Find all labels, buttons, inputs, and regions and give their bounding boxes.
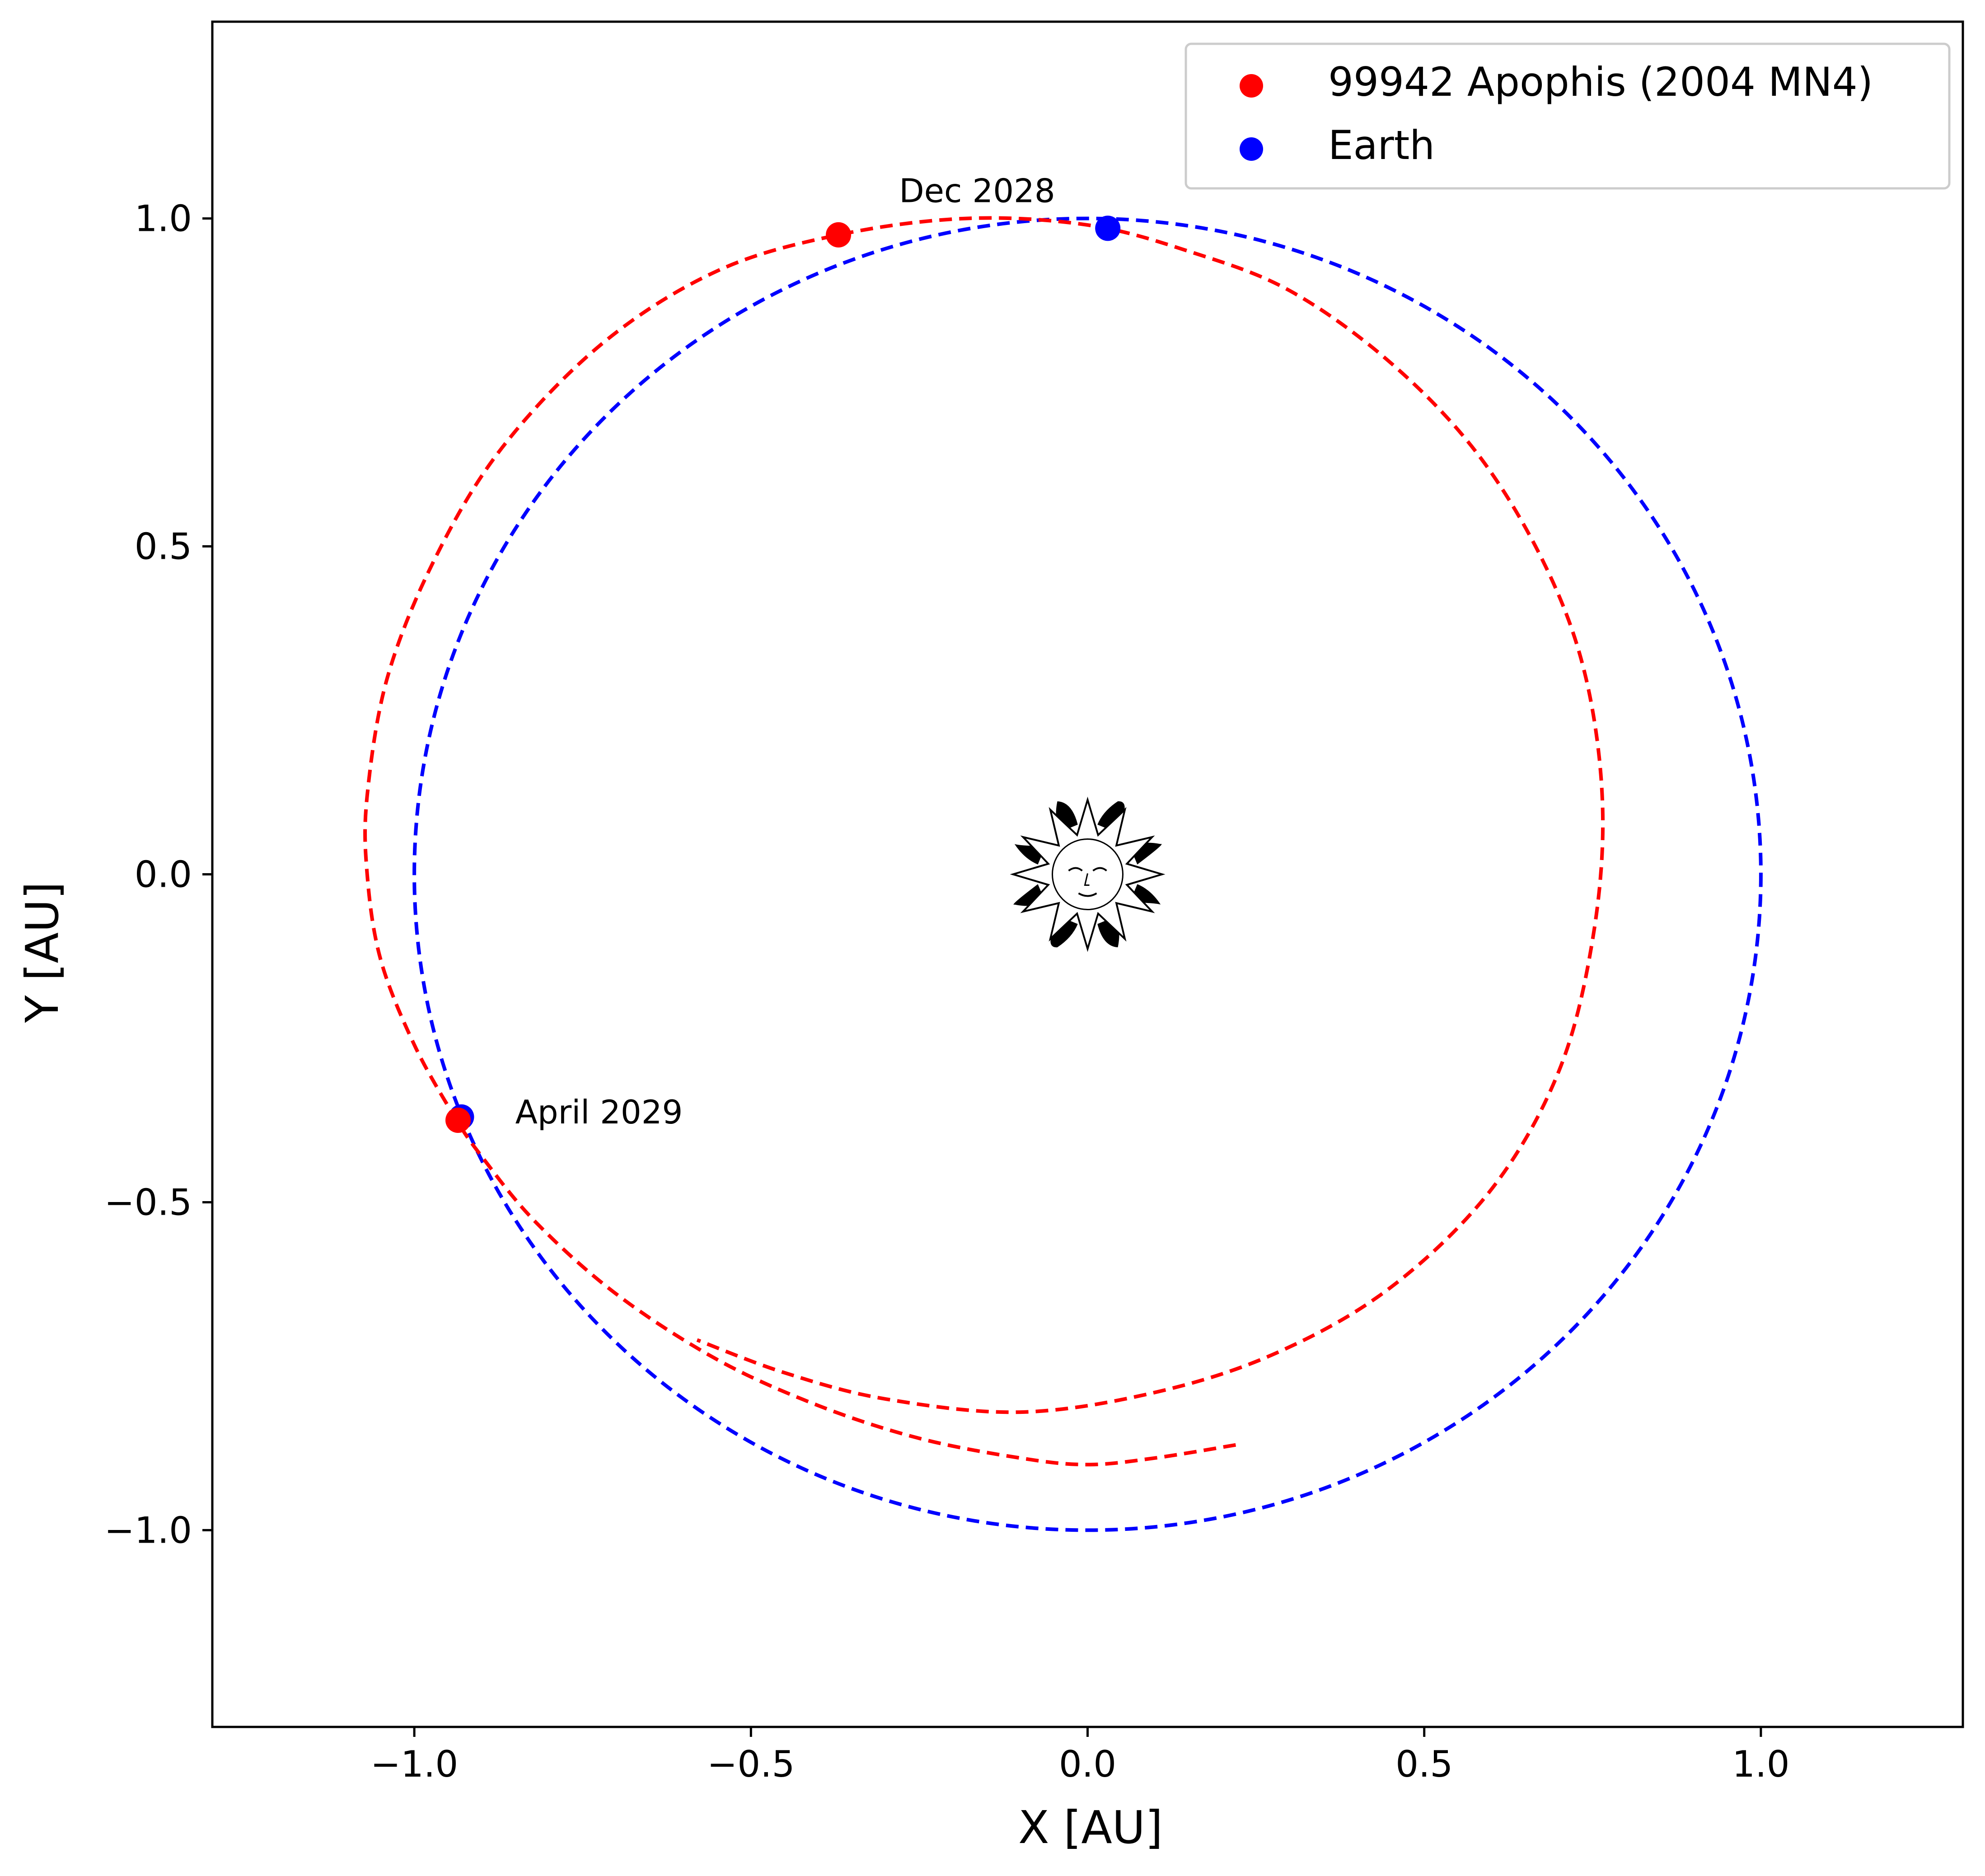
x-tick-label: −0.5 bbox=[707, 1743, 795, 1785]
legend-marker-earth bbox=[1240, 137, 1263, 161]
x-axis-label: X [AU] bbox=[1018, 1801, 1163, 1854]
y-tick-label: 0.0 bbox=[135, 854, 192, 896]
apophis-position-point bbox=[826, 222, 852, 248]
x-tick-label: 0.5 bbox=[1395, 1743, 1453, 1785]
sun-mouth bbox=[1078, 892, 1097, 897]
y-tick-label: 1.0 bbox=[135, 198, 192, 240]
annotation-april-2029: April 2029 bbox=[515, 1093, 683, 1131]
legend-label-apophis: 99942 Apophis (2004 MN4) bbox=[1328, 59, 1873, 105]
earth-position-point bbox=[1095, 215, 1121, 241]
axis-ticks: −1.0 −0.5 0.0 0.5 1.0 −1.0 −0.5 0.0 0.5 1.0 bbox=[104, 198, 1790, 1785]
y-tick-label: 0.5 bbox=[135, 526, 192, 568]
apophis-position-point bbox=[445, 1107, 471, 1133]
y-tick-label: −0.5 bbox=[104, 1181, 192, 1223]
x-tick-label: 0.0 bbox=[1059, 1743, 1116, 1785]
legend-marker-apophis bbox=[1240, 74, 1263, 98]
data-marks bbox=[363, 215, 1763, 1532]
sun-right-eye bbox=[1092, 867, 1107, 872]
annotation-dec-2028: Dec 2028 bbox=[899, 172, 1055, 210]
x-tick-label: 1.0 bbox=[1732, 1743, 1789, 1785]
x-tick-label: −1.0 bbox=[370, 1743, 458, 1785]
y-tick-label: −1.0 bbox=[104, 1509, 192, 1551]
sun-left-eye bbox=[1068, 867, 1083, 872]
apophis-orbit-line bbox=[363, 216, 1605, 1467]
sun-icon bbox=[1010, 796, 1166, 952]
earth-orbit-line bbox=[412, 216, 1763, 1532]
legend-label-earth: Earth bbox=[1328, 122, 1435, 168]
sun-nose bbox=[1084, 873, 1090, 886]
y-axis-label: Y [AU] bbox=[16, 882, 69, 1024]
legend: 99942 Apophis (2004 MN4) Earth bbox=[1184, 42, 1951, 190]
legend-box bbox=[1184, 42, 1951, 190]
